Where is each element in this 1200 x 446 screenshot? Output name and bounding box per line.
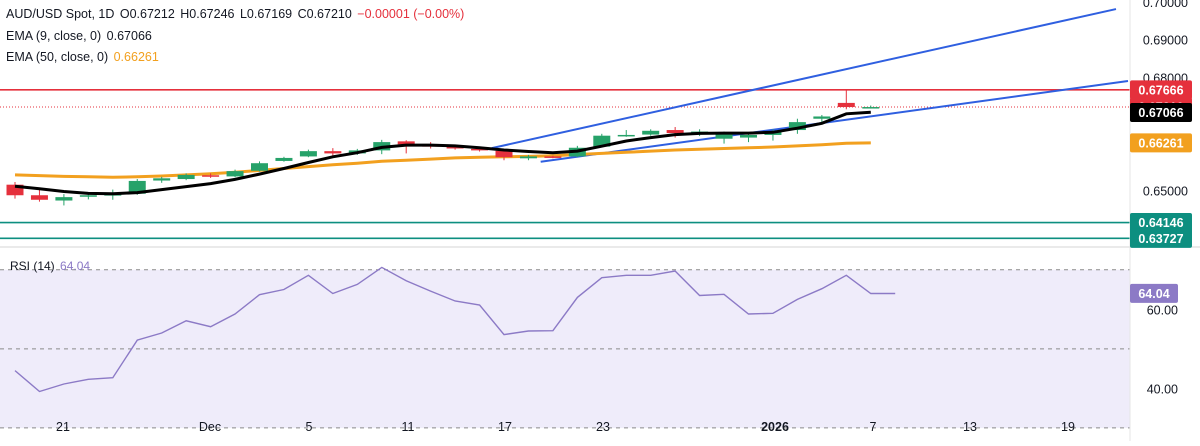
candle-body — [837, 102, 855, 108]
candle-body — [740, 134, 757, 138]
candle-body — [79, 195, 97, 197]
x-tick-label: 17 — [498, 420, 512, 434]
price-badge — [1130, 80, 1192, 100]
candle-body — [544, 156, 562, 158]
ema9-legend: EMA (9, close, 0) 0.67066 — [6, 29, 154, 43]
candle-body — [251, 163, 268, 171]
price-badge — [1130, 228, 1192, 248]
rsi-tick-label: 60.00 — [1147, 303, 1178, 317]
rsi-tick-label: 40.00 — [1147, 382, 1178, 396]
price-badge — [1130, 133, 1192, 153]
candle-body — [275, 157, 293, 161]
change-value: −0.00001 (−0.00%) — [357, 7, 465, 21]
rsi-legend-value: 64.04 — [60, 259, 91, 273]
ema9-line — [14, 110, 871, 196]
candle-body — [519, 156, 537, 159]
candle-body — [471, 148, 489, 151]
ema50-value: 0.66261 — [113, 50, 159, 64]
low-value: L0.67169 — [239, 7, 293, 21]
price-tick-label: 0.70000 — [1143, 0, 1188, 10]
price-badge — [1130, 213, 1192, 233]
x-tick-label: 23 — [596, 420, 610, 434]
candle-body — [202, 175, 220, 177]
open-value: O0.67212 — [119, 7, 175, 21]
candle-body — [813, 116, 831, 119]
rsi-band — [0, 269, 1130, 428]
x-tick-label: Dec — [199, 420, 221, 434]
candle-body — [55, 197, 73, 201]
x-tick-label: 19 — [1061, 420, 1075, 434]
rsi-badge — [1130, 283, 1178, 303]
candle-body — [128, 180, 146, 194]
price-badge-label: 0.67666 — [1138, 83, 1183, 97]
candle-body — [324, 151, 342, 154]
rsi-legend: RSI (14) 64.04 — [10, 259, 92, 273]
candle-body — [446, 147, 464, 149]
ema50-line — [14, 141, 871, 179]
ema9-label: EMA (9, close, 0) — [6, 29, 102, 43]
channel-lower-line — [540, 80, 1129, 163]
price-badge — [1130, 102, 1192, 122]
price-tick-label: 0.69000 — [1143, 34, 1188, 48]
price-badge-label: 0.63727 — [1138, 232, 1183, 246]
ema50-legend: EMA (50, close, 0) 0.66261 — [6, 50, 161, 64]
x-tick-label: 5 — [306, 420, 313, 434]
price-badge-label: 0.67066 — [1138, 106, 1183, 120]
channel-upper-line — [491, 8, 1117, 150]
ema9-value: 0.67066 — [106, 29, 152, 43]
x-tick-label: 11 — [402, 420, 415, 434]
candle-body — [299, 151, 317, 157]
price-tick-label: 0.65000 — [1143, 184, 1188, 198]
candle-body — [153, 178, 171, 181]
close-value: C0.67210 — [297, 7, 352, 21]
candle-body — [617, 134, 635, 137]
symbol-label: AUD/USD Spot, 1D — [6, 7, 115, 21]
ema50-label: EMA (50, close, 0) — [6, 50, 109, 64]
candle-body — [30, 195, 48, 200]
candle-body — [6, 184, 24, 196]
candle-body — [642, 130, 660, 135]
candle-body — [593, 135, 611, 147]
candle-body — [177, 174, 195, 180]
ohlc-legend: AUD/USD Spot, 1D O0.67212 H0.67246 L0.67… — [6, 7, 466, 21]
x-tick-label: 13 — [963, 420, 977, 434]
rsi-line — [14, 266, 896, 393]
candle-body — [226, 171, 244, 177]
x-tick-label: 21 — [56, 420, 70, 434]
x-tick-label: 7 — [870, 420, 877, 434]
candle-body — [666, 130, 684, 134]
rsi-badge-label: 64.04 — [1138, 287, 1169, 301]
candle-body — [397, 141, 415, 145]
candle-body — [788, 122, 806, 131]
rsi-label: RSI (14) — [10, 259, 55, 273]
x-tick-label: 2026 — [761, 420, 789, 434]
price-badge-label: 0.64146 — [1138, 216, 1183, 230]
price-badge-label: 0.66261 — [1138, 136, 1183, 150]
high-value: H0.67246 — [180, 7, 235, 21]
candle-body — [862, 107, 880, 109]
candle-body — [715, 133, 733, 139]
candle-body — [495, 150, 513, 158]
